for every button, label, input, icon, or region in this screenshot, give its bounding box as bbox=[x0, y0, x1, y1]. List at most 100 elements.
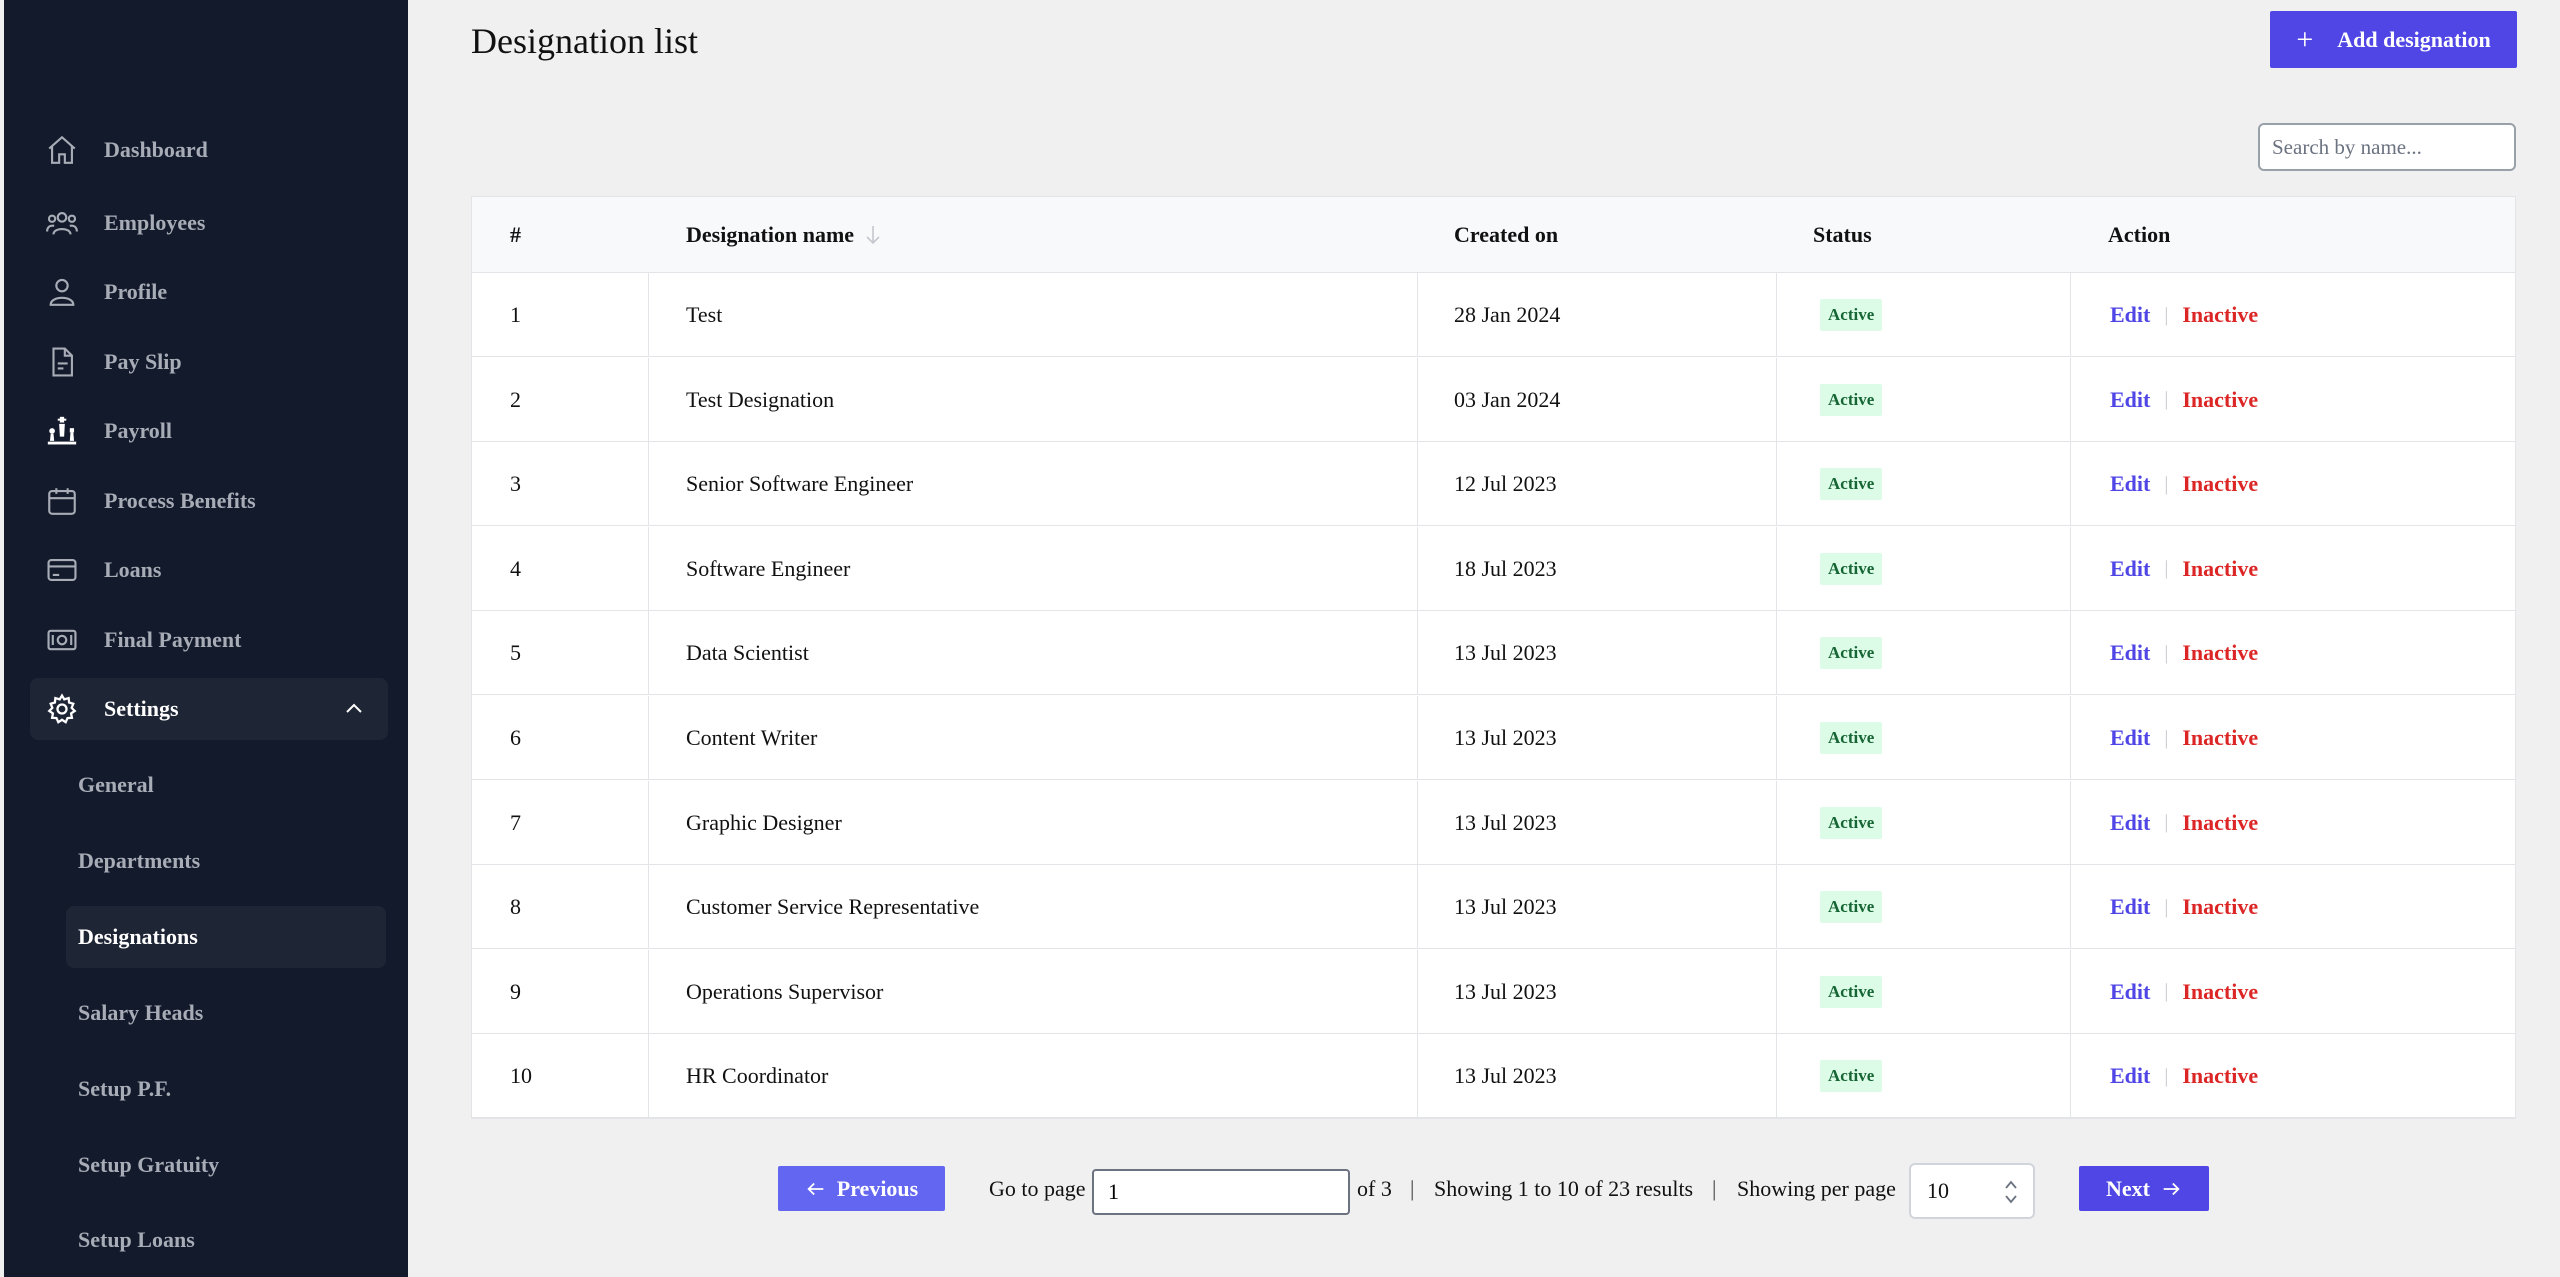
per-page-select[interactable]: 10 bbox=[1909, 1163, 2035, 1219]
inactive-link[interactable]: Inactive bbox=[2182, 894, 2259, 920]
designation-name: Test Designation bbox=[686, 386, 835, 412]
edit-link[interactable]: Edit bbox=[2110, 978, 2151, 1004]
status-badge: Active bbox=[1820, 722, 1883, 754]
status-badge: Active bbox=[1820, 299, 1883, 331]
column-divider bbox=[1417, 696, 1418, 780]
previous-label: Previous bbox=[836, 1175, 919, 1201]
chevron-up-icon[interactable] bbox=[342, 697, 366, 721]
sidebar-item-pay-slip[interactable]: Pay Slip bbox=[30, 331, 388, 393]
action-separator: | bbox=[2164, 557, 2169, 580]
search-input[interactable] bbox=[2258, 123, 2516, 171]
sidebar-item-employees[interactable]: Employees bbox=[30, 192, 388, 254]
column-divider bbox=[1417, 1034, 1418, 1119]
edit-link[interactable]: Edit bbox=[2110, 725, 2151, 750]
sidebar-item-final-payment[interactable]: Final Payment bbox=[30, 609, 388, 671]
add-designation-button[interactable]: + Add designation bbox=[2270, 11, 2517, 68]
action-separator: | bbox=[2164, 303, 2169, 326]
sort-arrow-down-icon[interactable] bbox=[864, 224, 882, 246]
edit-link[interactable]: Edit bbox=[2110, 640, 2151, 666]
sidebar-item-loans[interactable]: Loans bbox=[30, 539, 388, 601]
inactive-link[interactable]: Inactive bbox=[2182, 725, 2259, 750]
per-page-value: 10 bbox=[1927, 1178, 1949, 1203]
edit-link[interactable]: Edit bbox=[2110, 471, 2151, 497]
sidebar-item-payroll[interactable]: Payroll bbox=[30, 400, 388, 462]
sidebar-subitem-setup-loans[interactable]: Setup Loans bbox=[66, 1209, 386, 1271]
row-number: 9 bbox=[510, 978, 521, 1004]
created-on: 13 Jul 2023 bbox=[1454, 640, 1557, 666]
edit-link[interactable]: Edit bbox=[2110, 555, 2151, 581]
inactive-link[interactable]: Inactive bbox=[2182, 555, 2259, 581]
edit-link[interactable]: Edit bbox=[2110, 386, 2151, 412]
sidebar-subitem-label: Setup Loans bbox=[78, 1227, 195, 1252]
user-icon bbox=[42, 272, 82, 312]
sidebar-item-dashboard[interactable]: Dashboard bbox=[30, 119, 388, 181]
sidebar-subitem-label: Setup P.F. bbox=[78, 1076, 172, 1101]
sidebar-subitem-salary-heads[interactable]: Salary Heads bbox=[66, 982, 386, 1044]
inactive-link[interactable]: Inactive bbox=[2182, 809, 2259, 835]
pagination-divider: | bbox=[1712, 1176, 1717, 1201]
sidebar-subitem-setup-gratuity[interactable]: Setup Gratuity bbox=[66, 1134, 386, 1196]
edit-link[interactable]: Edit bbox=[2110, 809, 2151, 835]
designation-name: Test bbox=[686, 302, 723, 327]
column-divider bbox=[1776, 949, 1777, 1034]
document-icon bbox=[42, 342, 82, 382]
row-number: 1 bbox=[510, 302, 521, 327]
inactive-link[interactable]: Inactive bbox=[2182, 640, 2259, 666]
status-cell: Active bbox=[1820, 358, 1883, 442]
edit-link[interactable]: Edit bbox=[2110, 302, 2151, 327]
action-cell: Edit | Inactive bbox=[2110, 781, 2258, 865]
per-page-label: Showing per page bbox=[1737, 1176, 1896, 1201]
column-divider bbox=[648, 273, 649, 357]
row-number: 8 bbox=[510, 894, 521, 920]
sidebar-item-process-benefits[interactable]: Process Benefits bbox=[30, 470, 388, 532]
column-divider bbox=[648, 780, 649, 865]
column-divider bbox=[1417, 780, 1418, 865]
inactive-link[interactable]: Inactive bbox=[2182, 978, 2259, 1004]
sidebar-subitem-label: Salary Heads bbox=[78, 1000, 204, 1025]
inactive-link[interactable]: Inactive bbox=[2182, 302, 2259, 327]
action-cell: Edit | Inactive bbox=[2110, 611, 2258, 695]
action-separator: | bbox=[2164, 811, 2169, 834]
sidebar-subitem-departments[interactable]: Departments bbox=[66, 830, 386, 892]
edit-link[interactable]: Edit bbox=[2110, 1063, 2151, 1089]
column-divider bbox=[1417, 611, 1418, 696]
status-cell: Active bbox=[1820, 950, 1883, 1034]
inactive-link[interactable]: Inactive bbox=[2182, 1063, 2259, 1089]
created-on: 13 Jul 2023 bbox=[1454, 809, 1557, 835]
column-divider bbox=[1776, 357, 1777, 442]
table-row: 6 Content Writer 13 Jul 2023 Active Edit | Ina… bbox=[472, 696, 2515, 780]
previous-button[interactable]: Previous bbox=[778, 1166, 945, 1211]
column-divider bbox=[2070, 865, 2071, 950]
inactive-link[interactable]: Inactive bbox=[2182, 471, 2259, 497]
table-row: 10 HR Coordinator 13 Jul 2023 Active Edit | In… bbox=[472, 1034, 2515, 1119]
action-cell: Edit | Inactive bbox=[2110, 950, 2258, 1034]
status-cell: Active bbox=[1820, 527, 1883, 611]
column-header-designation-name[interactable]: Designation name bbox=[686, 197, 882, 273]
column-header-number: # bbox=[510, 222, 521, 247]
status-cell: Active bbox=[1820, 865, 1883, 949]
credit-card-icon bbox=[42, 550, 82, 590]
column-header-label: Designation name bbox=[686, 222, 855, 247]
sidebar-item-profile[interactable]: Profile bbox=[30, 261, 388, 323]
arrow-right-icon bbox=[2163, 1182, 2180, 1195]
status-badge: Active bbox=[1820, 383, 1883, 416]
edit-link[interactable]: Edit bbox=[2110, 894, 2151, 920]
inactive-link[interactable]: Inactive bbox=[2182, 386, 2259, 412]
sidebar-subitem-general[interactable]: General bbox=[66, 754, 386, 816]
column-divider bbox=[1417, 865, 1418, 950]
table-row: 7 Graphic Designer 13 Jul 2023 Active Edit | I… bbox=[472, 780, 2515, 865]
status-badge: Active bbox=[1820, 552, 1883, 585]
column-divider bbox=[2070, 273, 2071, 357]
column-divider bbox=[1776, 442, 1777, 527]
next-button[interactable]: Next bbox=[2079, 1166, 2209, 1211]
table-row: 1 Test 28 Jan 2024 Active Edit | Inactive bbox=[472, 273, 2515, 357]
sidebar-item-settings[interactable]: Settings bbox=[30, 678, 388, 740]
sidebar-subitem-designations[interactable]: Designations bbox=[66, 906, 386, 968]
row-number: 6 bbox=[510, 725, 521, 750]
sidebar-subitem-setup-pf[interactable]: Setup P.F. bbox=[66, 1058, 386, 1120]
page-number-input[interactable] bbox=[1092, 1169, 1350, 1215]
table-row: 4 Software Engineer 18 Jul 2023 Active Edit |… bbox=[472, 526, 2515, 611]
table-header: # Designation name Created on Status Act… bbox=[472, 197, 2515, 273]
column-divider bbox=[2070, 949, 2071, 1034]
action-separator: | bbox=[2164, 388, 2169, 411]
